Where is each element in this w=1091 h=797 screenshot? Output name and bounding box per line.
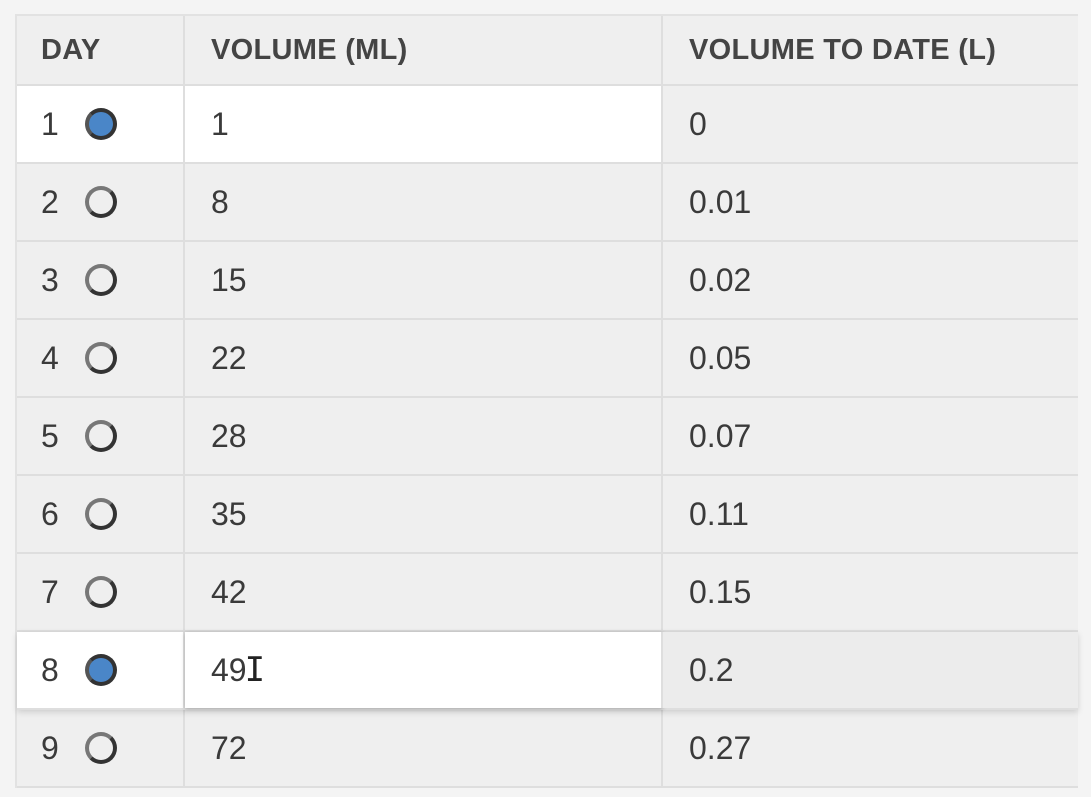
table-row[interactable]: 7 42 0.15	[17, 554, 1078, 632]
volume-to-date-cell: 0.27	[663, 710, 1078, 786]
table-row[interactable]: 6 35 0.11	[17, 476, 1078, 554]
radio-button-icon[interactable]	[85, 108, 117, 140]
volume-cell[interactable]: 42	[185, 554, 663, 630]
volume-cell[interactable]: 8	[185, 164, 663, 240]
volume-value[interactable]: 35	[211, 495, 247, 532]
day-number: 3	[41, 261, 59, 298]
i-beam-cursor-icon: I	[244, 650, 266, 690]
volume-to-date-cell: 0.15	[663, 554, 1078, 630]
day-number: 4	[41, 339, 59, 376]
table-row[interactable]: 4 22 0.05	[17, 320, 1078, 398]
volume-to-date-value: 0.02	[689, 261, 752, 298]
volume-value[interactable]: 1	[211, 105, 229, 142]
table-row[interactable]: 2 8 0.01	[17, 164, 1078, 242]
table-row[interactable]: 5 28 0.07	[17, 398, 1078, 476]
volume-cell[interactable]: 28	[185, 398, 663, 474]
volume-to-date-cell: 0.02	[663, 242, 1078, 318]
volume-value[interactable]: 28	[211, 417, 247, 454]
volume-cell[interactable]: 1	[185, 86, 663, 162]
radio-button-icon[interactable]	[85, 498, 117, 530]
volume-to-date-value: 0	[689, 105, 707, 142]
day-number: 6	[41, 495, 59, 532]
volume-value[interactable]: 8	[211, 183, 229, 220]
volume-to-date-value: 0.01	[689, 183, 752, 220]
volume-input-value[interactable]: 49	[211, 651, 247, 688]
volume-to-date-value: 0.07	[689, 417, 752, 454]
table-row[interactable]: 1 1 0	[17, 86, 1078, 164]
radio-button-icon[interactable]	[85, 654, 117, 686]
radio-button-icon[interactable]	[85, 576, 117, 608]
volume-value[interactable]: 72	[211, 729, 247, 766]
day-number: 9	[41, 729, 59, 766]
volume-to-date-cell: 0.11	[663, 476, 1078, 552]
radio-button-icon[interactable]	[85, 186, 117, 218]
volume-cell[interactable]: 72	[185, 710, 663, 786]
header-day[interactable]: DAY	[17, 16, 185, 84]
volume-input-cell[interactable]: 49 I	[185, 632, 663, 708]
day-number: 8	[41, 651, 59, 688]
table-row[interactable]: 3 15 0.02	[17, 242, 1078, 320]
volume-to-date-value: 0.2	[689, 651, 734, 688]
volume-to-date-value: 0.05	[689, 339, 752, 376]
volume-to-date-value: 0.11	[689, 495, 749, 532]
day-cell: 7	[17, 554, 185, 630]
day-cell: 8	[17, 632, 185, 708]
day-number: 2	[41, 183, 59, 220]
volume-value[interactable]: 15	[211, 261, 247, 298]
day-number: 1	[41, 105, 59, 142]
radio-button-icon[interactable]	[85, 264, 117, 296]
radio-button-icon[interactable]	[85, 420, 117, 452]
header-volume-to-date[interactable]: VOLUME TO DATE (L)	[689, 33, 997, 66]
volume-to-date-cell: 0.2	[663, 632, 1078, 708]
day-cell: 6	[17, 476, 185, 552]
volume-to-date-cell: 0.07	[663, 398, 1078, 474]
volume-cell[interactable]: 15	[185, 242, 663, 318]
volume-to-date-value: 0.15	[689, 573, 752, 610]
day-cell: 9	[17, 710, 185, 786]
volume-value[interactable]: 42	[211, 573, 247, 610]
volume-cell[interactable]: 35	[185, 476, 663, 552]
volume-input[interactable]: 49 I	[211, 650, 265, 690]
day-cell: 2	[17, 164, 185, 240]
day-cell: 5	[17, 398, 185, 474]
table-header-row: DAY VOLUME (ML) VOLUME TO DATE (L)	[17, 16, 1078, 86]
day-number: 5	[41, 417, 59, 454]
header-volume[interactable]: VOLUME (ML)	[185, 16, 663, 84]
day-cell: 4	[17, 320, 185, 396]
volume-to-date-cell: 0.05	[663, 320, 1078, 396]
volume-to-date-cell: 0.01	[663, 164, 1078, 240]
volume-table: DAY VOLUME (ML) VOLUME TO DATE (L) 1 1 0…	[15, 14, 1078, 788]
table-row[interactable]: 9 72 0.27	[17, 710, 1078, 788]
table-row-editing[interactable]: 8 49 I 0.2	[17, 632, 1078, 710]
day-number: 7	[41, 573, 59, 610]
volume-to-date-value: 0.27	[689, 729, 752, 766]
volume-to-date-cell: 0	[663, 86, 1078, 162]
day-cell: 3	[17, 242, 185, 318]
day-cell: 1	[17, 86, 185, 162]
volume-cell[interactable]: 22	[185, 320, 663, 396]
radio-button-icon[interactable]	[85, 732, 117, 764]
radio-button-icon[interactable]	[85, 342, 117, 374]
volume-value[interactable]: 22	[211, 339, 247, 376]
